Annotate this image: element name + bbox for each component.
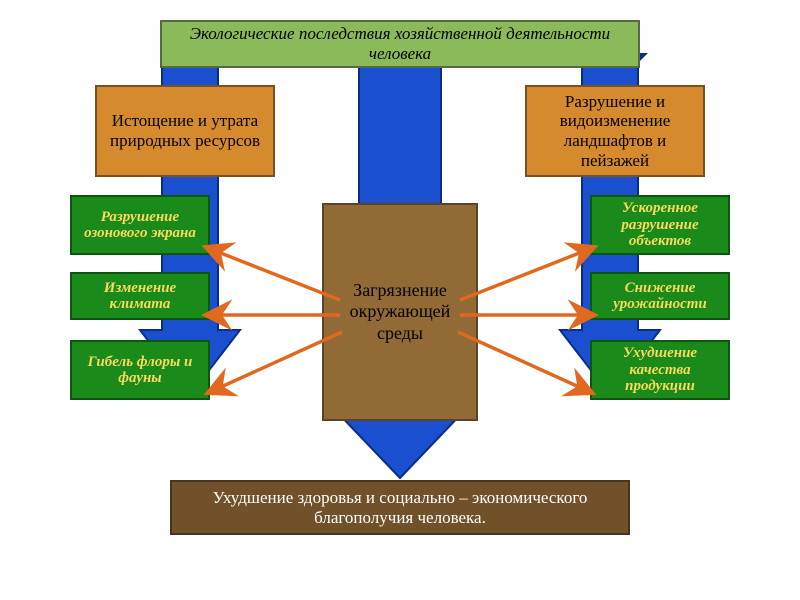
orange-right-text: Разрушение и видоизменение ландшафтов и … (533, 92, 697, 170)
header-text: Экологические последствия хозяйственной … (180, 24, 620, 64)
green-right-1: Снижение урожайности (590, 272, 730, 320)
center-text: Загрязнение окружающей среды (332, 280, 468, 345)
green-right-2: Ухудшение качества продукции (590, 340, 730, 400)
green-left-0-text: Разрушение озонового экрана (78, 209, 202, 242)
green-right-0: Ускоренное разрушение объектов (590, 195, 730, 255)
green-left-2-text: Гибель флоры и фауны (78, 354, 202, 387)
green-right-2-text: Ухудшение качества продукции (598, 345, 722, 395)
bottom-box: Ухудшение здоровья и социально – экономи… (170, 480, 630, 535)
bottom-text: Ухудшение здоровья и социально – экономи… (182, 488, 618, 528)
header-box: Экологические последствия хозяйственной … (160, 20, 640, 68)
center-box: Загрязнение окружающей среды (322, 203, 478, 421)
green-right-0-text: Ускоренное разрушение объектов (598, 200, 722, 250)
orange-box-right: Разрушение и видоизменение ландшафтов и … (525, 85, 705, 177)
green-left-1-text: Изменение климата (78, 280, 202, 313)
orange-left-text: Истощение и утрата природных ресурсов (103, 111, 267, 150)
green-right-1-text: Снижение урожайности (598, 280, 722, 313)
green-left-1: Изменение климата (70, 272, 210, 320)
green-left-2: Гибель флоры и фауны (70, 340, 210, 400)
orange-box-left: Истощение и утрата природных ресурсов (95, 85, 275, 177)
green-left-0: Разрушение озонового экрана (70, 195, 210, 255)
